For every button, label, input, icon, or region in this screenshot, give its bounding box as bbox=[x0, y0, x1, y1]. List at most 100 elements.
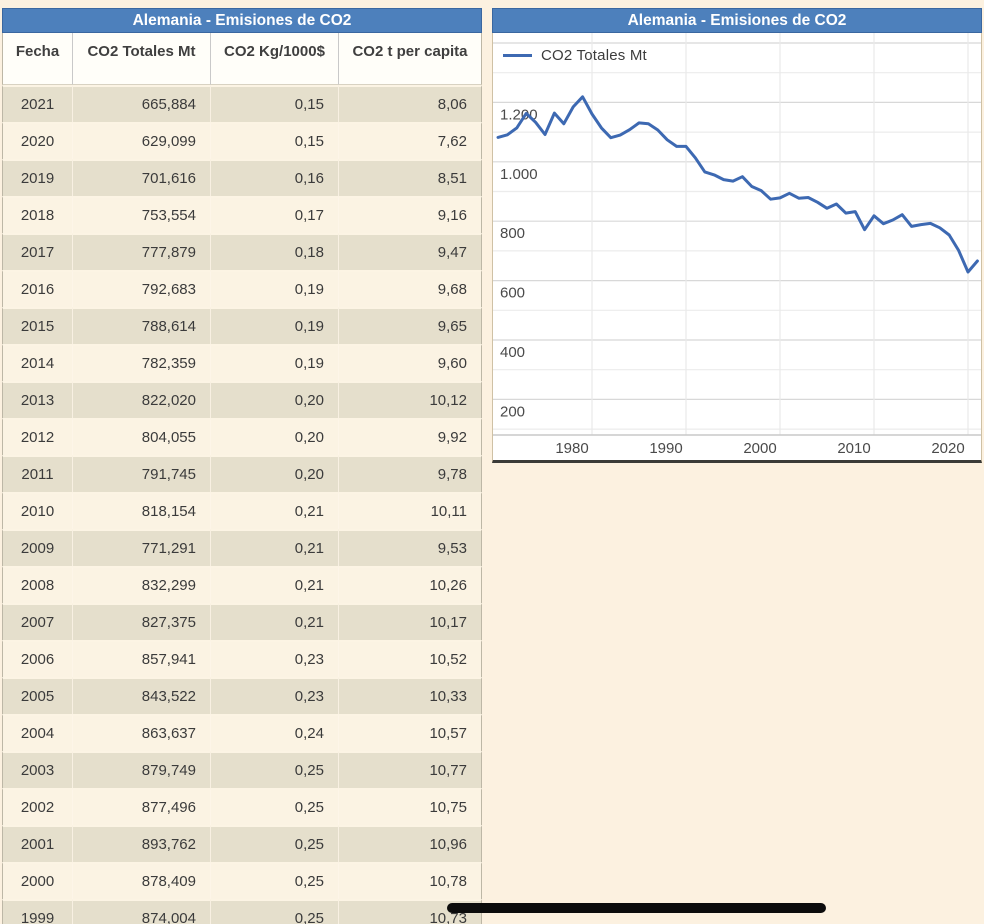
cell-fecha: 2013 bbox=[2, 381, 72, 418]
cell-co2-kg: 0,20 bbox=[210, 381, 338, 418]
table-row: 2006 857,941 0,23 10,52 bbox=[2, 640, 482, 677]
cell-co2-totales: 827,375 bbox=[72, 603, 210, 640]
line-swatch-icon bbox=[503, 53, 532, 58]
cell-fecha: 2019 bbox=[2, 159, 72, 196]
cell-fecha: 2017 bbox=[2, 233, 72, 270]
cell-fecha: 2001 bbox=[2, 825, 72, 862]
x-tick-label: 2010 bbox=[837, 440, 870, 457]
cell-co2-per-capita: 10,11 bbox=[338, 492, 482, 529]
table-row: 2003 879,749 0,25 10,77 bbox=[2, 751, 482, 788]
cell-co2-per-capita: 10,33 bbox=[338, 677, 482, 714]
cell-co2-totales: 701,616 bbox=[72, 159, 210, 196]
cell-co2-kg: 0,21 bbox=[210, 492, 338, 529]
cell-co2-kg: 0,25 bbox=[210, 788, 338, 825]
cell-co2-per-capita: 9,60 bbox=[338, 344, 482, 381]
table-row: 2010 818,154 0,21 10,11 bbox=[2, 492, 482, 529]
cell-co2-totales: 771,291 bbox=[72, 529, 210, 566]
cell-co2-totales: 792,683 bbox=[72, 270, 210, 307]
chart-legend: CO2 Totales Mt bbox=[503, 47, 647, 64]
cell-co2-totales: 788,614 bbox=[72, 307, 210, 344]
column-header-co2-kg: CO2 Kg/1000$ bbox=[210, 33, 338, 85]
table-row: 2002 877,496 0,25 10,75 bbox=[2, 788, 482, 825]
table-header-row: Fecha CO2 Totales Mt CO2 Kg/1000$ CO2 t … bbox=[2, 33, 482, 85]
cell-co2-per-capita: 10,77 bbox=[338, 751, 482, 788]
home-indicator-bar bbox=[447, 903, 826, 913]
cell-co2-kg: 0,23 bbox=[210, 640, 338, 677]
cell-co2-kg: 0,18 bbox=[210, 233, 338, 270]
cell-fecha: 2011 bbox=[2, 455, 72, 492]
cell-co2-kg: 0,25 bbox=[210, 899, 338, 924]
table-row: 2015 788,614 0,19 9,65 bbox=[2, 307, 482, 344]
cell-co2-per-capita: 8,06 bbox=[338, 85, 482, 122]
cell-co2-per-capita: 10,12 bbox=[338, 381, 482, 418]
cell-co2-kg: 0,21 bbox=[210, 529, 338, 566]
cell-co2-totales: 857,941 bbox=[72, 640, 210, 677]
cell-co2-kg: 0,19 bbox=[210, 270, 338, 307]
cell-co2-totales: 843,522 bbox=[72, 677, 210, 714]
cell-fecha: 2018 bbox=[2, 196, 72, 233]
cell-co2-kg: 0,25 bbox=[210, 751, 338, 788]
legend-label: CO2 Totales Mt bbox=[541, 47, 647, 64]
cell-co2-kg: 0,24 bbox=[210, 714, 338, 751]
y-tick-label: 1.200 bbox=[500, 106, 538, 123]
table-row: 2011 791,745 0,20 9,78 bbox=[2, 455, 482, 492]
cell-co2-per-capita: 9,92 bbox=[338, 418, 482, 455]
x-tick-label: 2020 bbox=[931, 440, 964, 457]
cell-co2-totales: 818,154 bbox=[72, 492, 210, 529]
table-row: 2017 777,879 0,18 9,47 bbox=[2, 233, 482, 270]
cell-co2-totales: 629,099 bbox=[72, 122, 210, 159]
column-header-co2-per-capita: CO2 t per capita bbox=[338, 33, 482, 85]
x-tick-label: 2000 bbox=[743, 440, 776, 457]
cell-co2-per-capita: 7,62 bbox=[338, 122, 482, 159]
co2-line-chart[interactable]: 200 400 600 800 1.000 1.200 1980 1990 2000 2010 20… bbox=[493, 33, 981, 459]
table-row: 2009 771,291 0,21 9,53 bbox=[2, 529, 482, 566]
co2-line-series[interactable] bbox=[496, 95, 979, 274]
cell-co2-kg: 0,17 bbox=[210, 196, 338, 233]
cell-co2-per-capita: 10,52 bbox=[338, 640, 482, 677]
cell-fecha: 2012 bbox=[2, 418, 72, 455]
cell-co2-kg: 0,19 bbox=[210, 307, 338, 344]
table-row: 2005 843,522 0,23 10,33 bbox=[2, 677, 482, 714]
cell-co2-totales: 878,409 bbox=[72, 862, 210, 899]
cell-co2-per-capita: 9,47 bbox=[338, 233, 482, 270]
cell-co2-totales: 874,004 bbox=[72, 899, 210, 924]
emissions-table: Fecha CO2 Totales Mt CO2 Kg/1000$ CO2 t … bbox=[2, 33, 482, 924]
cell-co2-kg: 0,20 bbox=[210, 418, 338, 455]
y-tick-label: 400 bbox=[500, 344, 525, 361]
emissions-chart-card: Alemania - Emisiones de CO2 CO2 Totales … bbox=[492, 8, 982, 463]
cell-co2-totales: 804,055 bbox=[72, 418, 210, 455]
cell-fecha: 2014 bbox=[2, 344, 72, 381]
cell-fecha: 2015 bbox=[2, 307, 72, 344]
cell-co2-per-capita: 9,65 bbox=[338, 307, 482, 344]
table-row: 2004 863,637 0,24 10,57 bbox=[2, 714, 482, 751]
table-row: 2016 792,683 0,19 9,68 bbox=[2, 270, 482, 307]
table-row: 2001 893,762 0,25 10,96 bbox=[2, 825, 482, 862]
cell-fecha: 2006 bbox=[2, 640, 72, 677]
table-row: 2019 701,616 0,16 8,51 bbox=[2, 159, 482, 196]
cell-fecha: 2003 bbox=[2, 751, 72, 788]
cell-fecha: 2008 bbox=[2, 566, 72, 603]
y-tick-label: 800 bbox=[500, 225, 525, 242]
chart-plot-area[interactable]: CO2 Totales Mt 200 400 600 800 1.000 1.200 198… bbox=[493, 33, 981, 459]
cell-co2-totales: 877,496 bbox=[72, 788, 210, 825]
y-tick-label: 200 bbox=[500, 403, 525, 420]
cell-co2-totales: 879,749 bbox=[72, 751, 210, 788]
cell-co2-kg: 0,25 bbox=[210, 862, 338, 899]
cell-fecha: 1999 bbox=[2, 899, 72, 924]
cell-co2-per-capita: 10,96 bbox=[338, 825, 482, 862]
cell-co2-kg: 0,15 bbox=[210, 85, 338, 122]
x-tick-label: 1980 bbox=[555, 440, 588, 457]
table-title: Alemania - Emisiones de CO2 bbox=[2, 8, 482, 33]
cell-co2-kg: 0,15 bbox=[210, 122, 338, 159]
cell-co2-per-capita: 10,75 bbox=[338, 788, 482, 825]
emissions-table-card: Alemania - Emisiones de CO2 Fecha CO2 To… bbox=[2, 8, 482, 924]
cell-co2-per-capita: 9,68 bbox=[338, 270, 482, 307]
cell-co2-kg: 0,21 bbox=[210, 603, 338, 640]
cell-fecha: 2010 bbox=[2, 492, 72, 529]
cell-co2-totales: 832,299 bbox=[72, 566, 210, 603]
cell-co2-per-capita: 9,78 bbox=[338, 455, 482, 492]
cell-co2-kg: 0,19 bbox=[210, 344, 338, 381]
y-tick-label: 1.000 bbox=[500, 166, 538, 183]
cell-fecha: 2009 bbox=[2, 529, 72, 566]
